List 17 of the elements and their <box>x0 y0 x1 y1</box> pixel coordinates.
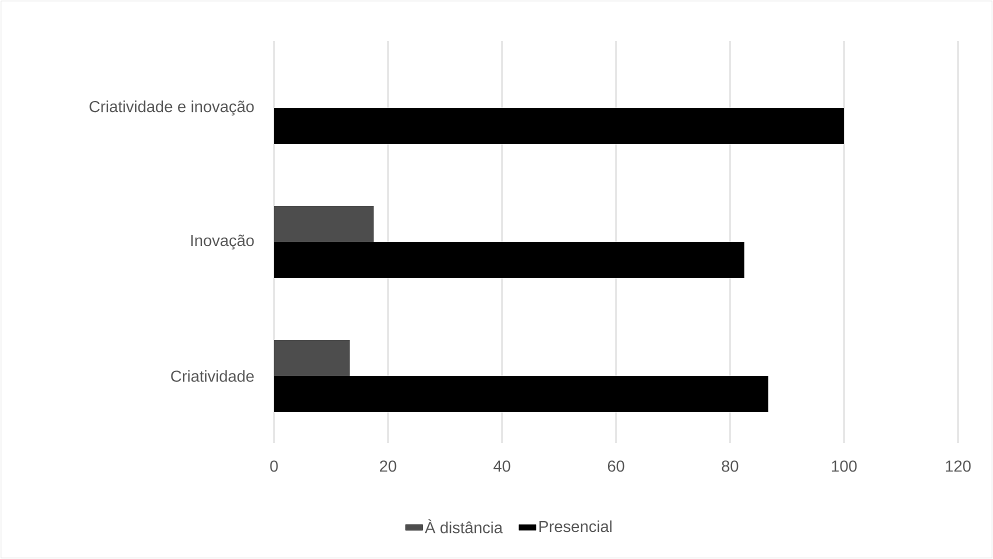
bar <box>274 376 768 412</box>
bar <box>274 108 844 144</box>
x-tick-label: 80 <box>722 460 738 472</box>
x-tick-label: 20 <box>380 460 396 472</box>
x-tick-label: 40 <box>494 460 510 472</box>
x-tick-label: 0 <box>270 460 278 472</box>
legend-label: À distância <box>424 519 503 534</box>
bar <box>274 206 374 242</box>
bar <box>274 340 350 376</box>
y-tick-label: Criatividade <box>171 370 254 382</box>
y-tick-label: Inovação <box>191 234 254 250</box>
x-tick-label: 100 <box>832 460 857 472</box>
y-tick-label: Criatividade e inovação <box>90 100 254 116</box>
bar <box>274 242 744 278</box>
x-tick-label: 120 <box>946 460 971 472</box>
legend-label: Presencial <box>539 520 612 532</box>
x-tick-label: 60 <box>608 460 624 472</box>
